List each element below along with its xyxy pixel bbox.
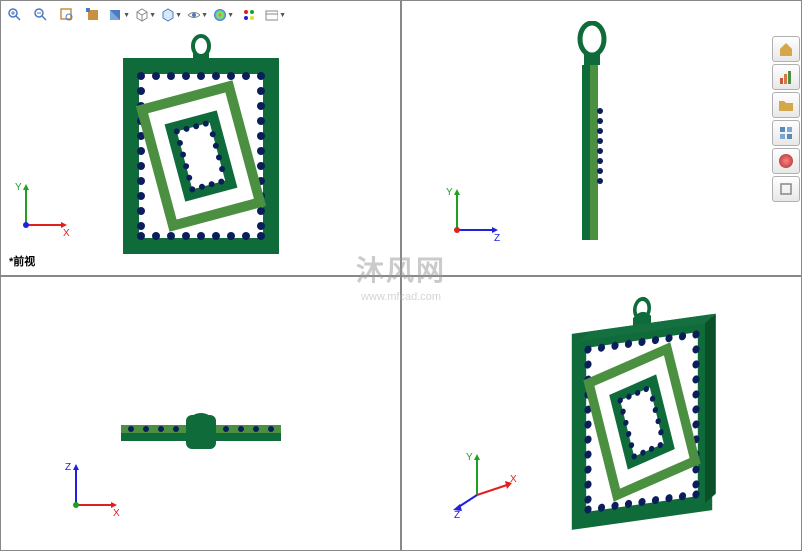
zoom-out-icon[interactable]	[30, 4, 52, 26]
view-settings-icon[interactable]: ▼	[264, 4, 286, 26]
home-tab-icon[interactable]	[772, 36, 800, 62]
front-view-label: *前视	[9, 253, 35, 269]
section-view-icon[interactable]: ▼	[108, 4, 130, 26]
folder-tab-icon[interactable]	[772, 92, 800, 118]
axis-triad-iso: X Y Z	[452, 450, 522, 525]
svg-text:Z: Z	[65, 462, 71, 473]
svg-text:Z: Z	[454, 510, 460, 520]
zoom-area-icon[interactable]	[56, 4, 78, 26]
svg-text:Z: Z	[494, 233, 500, 244]
axis-triad-right: Z Y	[442, 185, 502, 250]
axis-triad-top: X Z	[61, 460, 121, 525]
view-toolbar: ▼ ▼ ▼ ▼ ▼ ▼	[4, 4, 286, 26]
svg-text:Y: Y	[446, 187, 453, 198]
tools-tab-icon[interactable]	[772, 176, 800, 202]
right-view-pane[interactable]: Z Y	[401, 0, 802, 276]
model-top	[111, 407, 291, 457]
appearance-icon[interactable]: ▼	[212, 4, 234, 26]
scene-icon[interactable]	[238, 4, 260, 26]
model-right	[562, 21, 622, 251]
svg-text:X: X	[510, 474, 517, 485]
zoom-fit-icon[interactable]	[82, 4, 104, 26]
viewport-grid: X Y *前视 Z Y	[0, 0, 802, 551]
model-front	[101, 31, 301, 261]
appearance-tab-icon[interactable]	[772, 148, 800, 174]
axis-triad-front: X Y	[11, 180, 71, 245]
hide-show-icon[interactable]: ▼	[186, 4, 208, 26]
zoom-in-icon[interactable]	[4, 4, 26, 26]
model-iso	[542, 287, 742, 537]
svg-text:X: X	[113, 508, 120, 519]
view-orient-icon[interactable]: ▼	[134, 4, 156, 26]
svg-text:Y: Y	[15, 182, 22, 193]
front-view-pane[interactable]: X Y *前视	[0, 0, 401, 276]
display-style-icon[interactable]: ▼	[160, 4, 182, 26]
svg-text:X: X	[63, 228, 70, 239]
task-pane	[772, 36, 800, 202]
svg-text:Y: Y	[466, 452, 473, 463]
options-tab-icon[interactable]	[772, 120, 800, 146]
iso-view-pane[interactable]: X Y Z	[401, 276, 802, 551]
stats-tab-icon[interactable]	[772, 64, 800, 90]
top-view-pane[interactable]: X Z	[0, 276, 401, 551]
